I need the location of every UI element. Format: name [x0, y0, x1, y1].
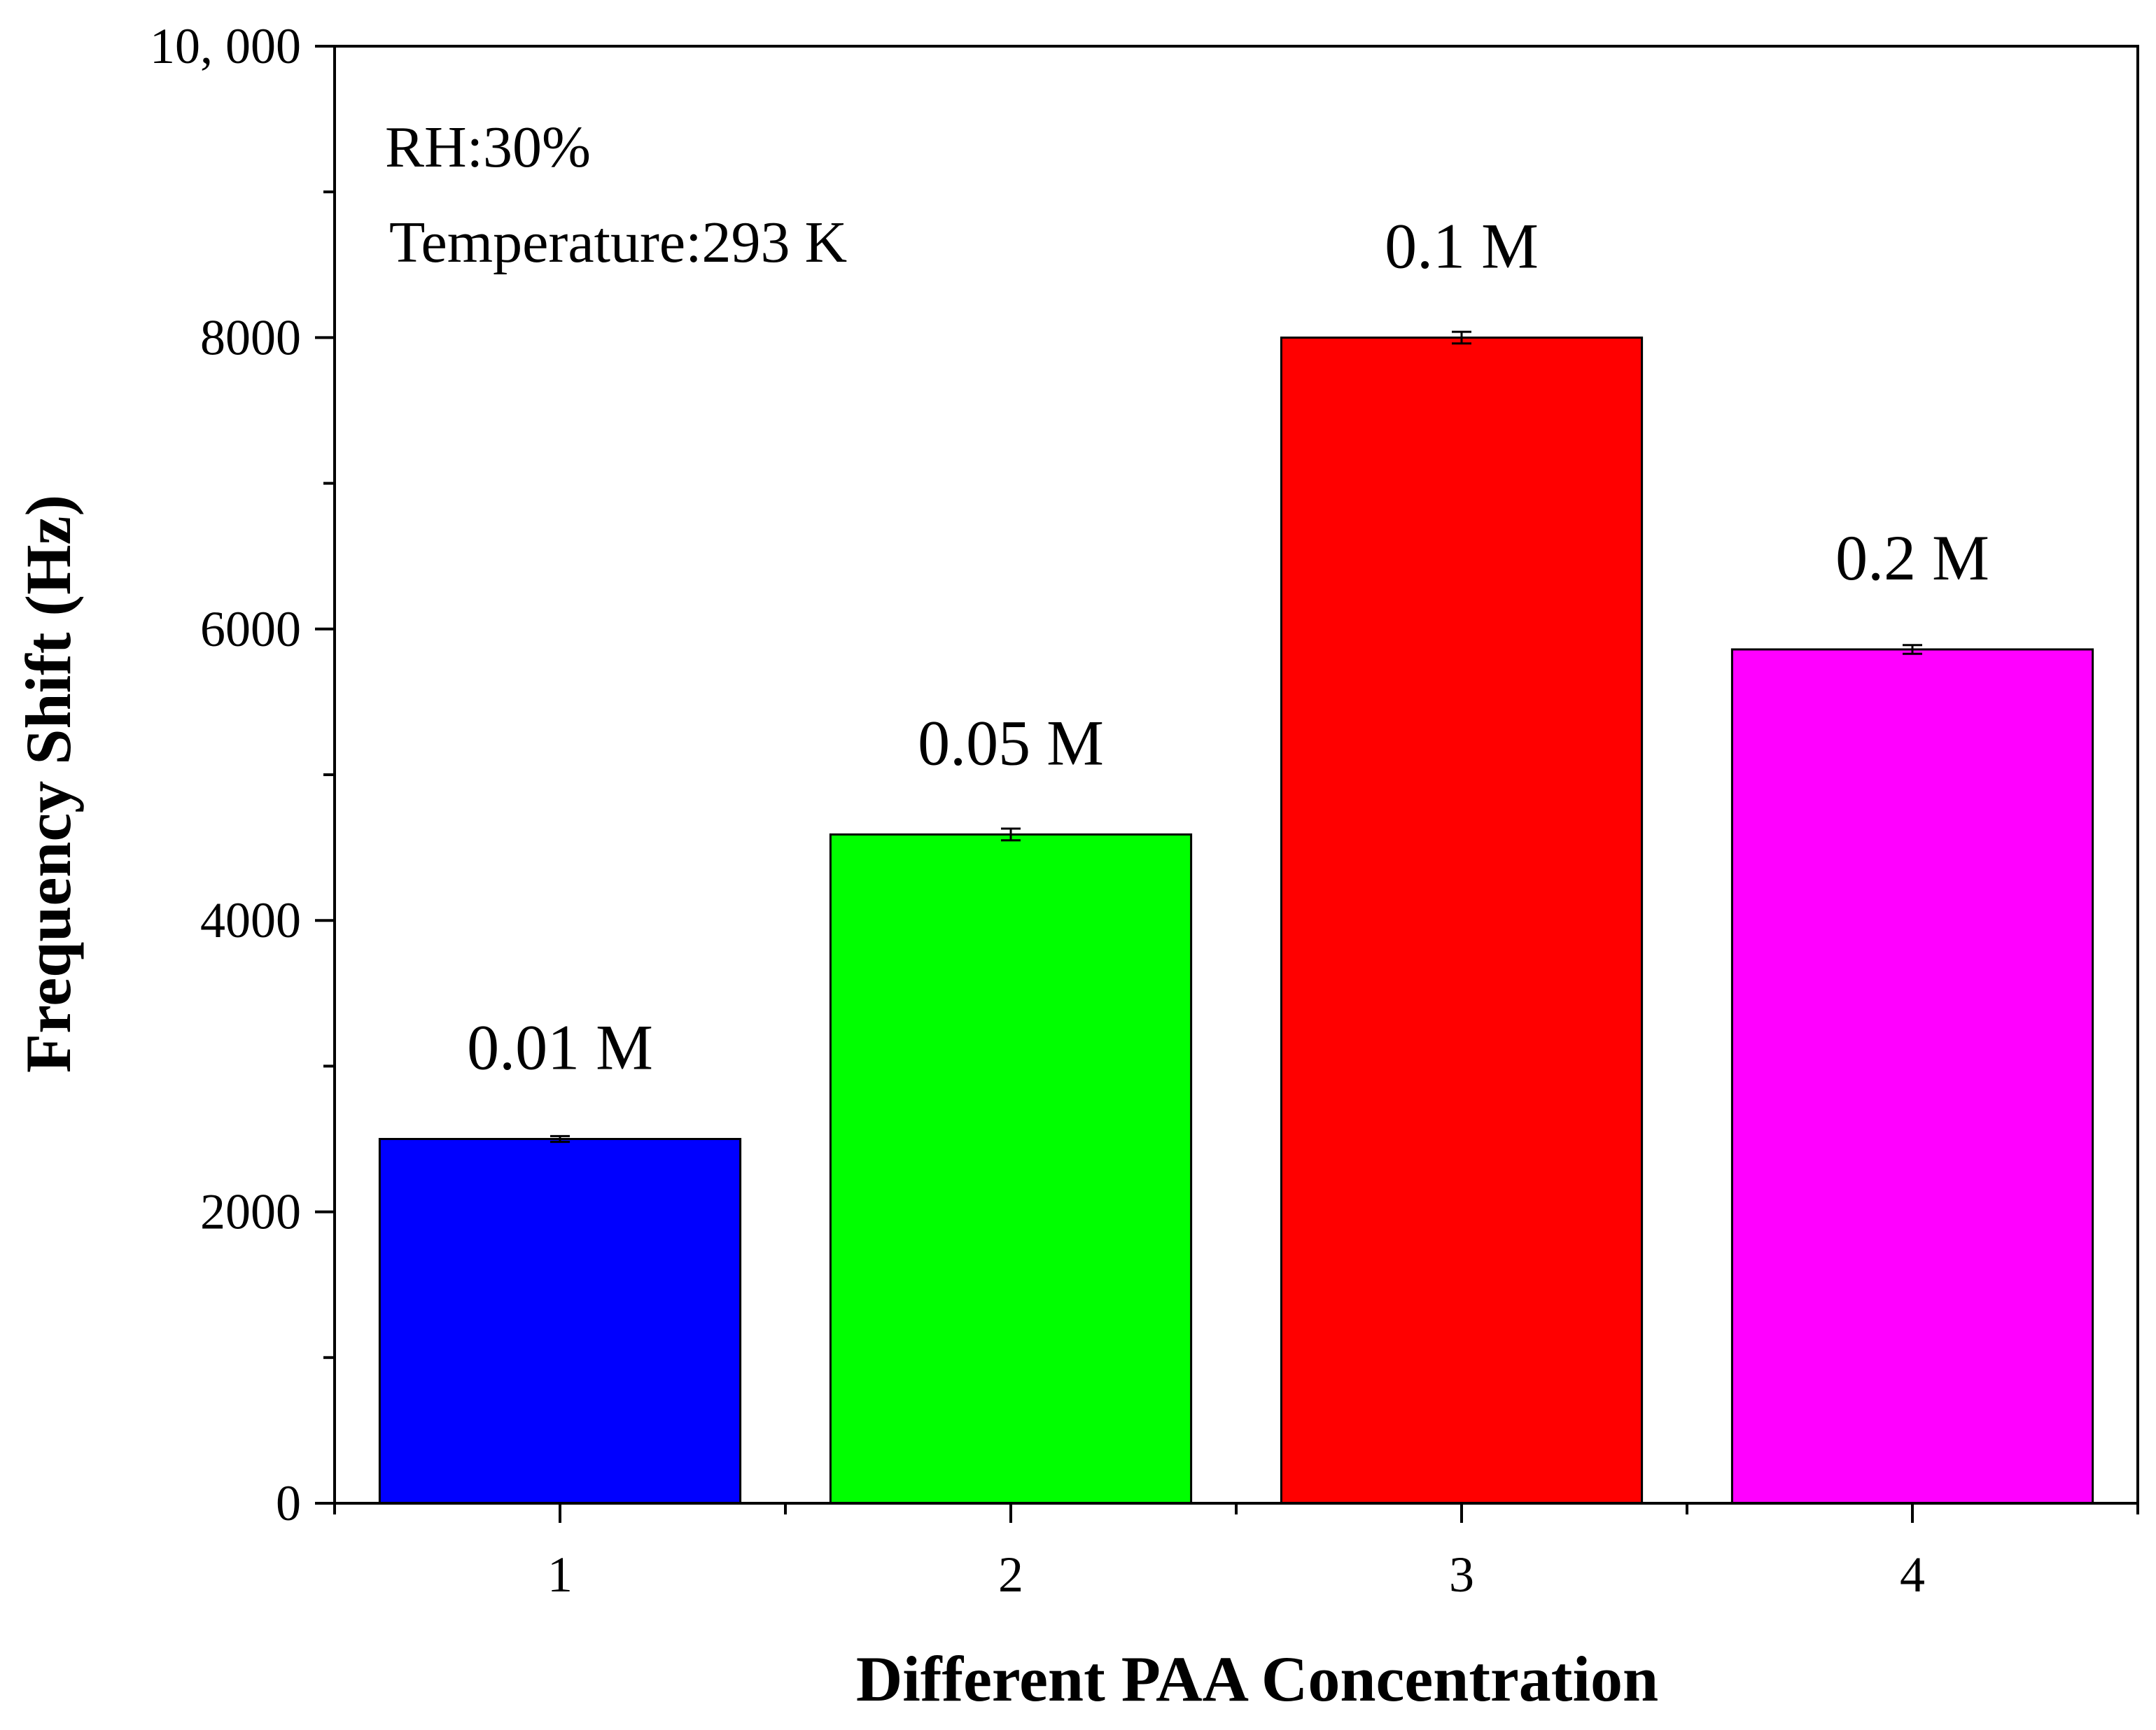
annotation-rh: RH:30% — [385, 115, 591, 180]
bar-3 — [1280, 336, 1644, 1505]
bar-label-2: 0.05 M — [918, 707, 1104, 778]
bar-label-4: 0.2 M — [1835, 522, 1989, 593]
x-axis-title: Different PAA Concentration — [856, 1643, 1658, 1715]
bar-label-3: 0.1 M — [1385, 210, 1539, 281]
y-tick-label: 10, 000 — [150, 18, 301, 74]
bar-4 — [1730, 648, 2094, 1505]
labels-layer: 0.01 M 0.05 M 0.1 M 0.2 M 0 2000 4000 6000 8000 1… — [150, 18, 1989, 1603]
y-tick-label: 6000 — [200, 601, 301, 657]
annotation-temperature: Temperature:293 K — [389, 210, 847, 275]
y-tick-label: 2000 — [200, 1184, 301, 1240]
x-tick-label: 1 — [547, 1547, 573, 1603]
x-tick-label: 3 — [1449, 1547, 1474, 1603]
y-axis-title: Frequency Shift (Hz) — [13, 495, 84, 1073]
bar-2 — [829, 833, 1193, 1505]
y-tick-label: 4000 — [200, 892, 301, 948]
axes-layer — [315, 45, 2139, 1523]
bar-label-1: 0.01 M — [467, 1012, 653, 1083]
y-tick-label: 8000 — [200, 309, 301, 365]
y-tick-label: 0 — [276, 1475, 301, 1531]
bars-layer — [378, 330, 2094, 1505]
x-tick-label: 2 — [998, 1547, 1023, 1603]
bar-1 — [378, 1138, 742, 1505]
x-tick-label: 4 — [1900, 1547, 1925, 1603]
